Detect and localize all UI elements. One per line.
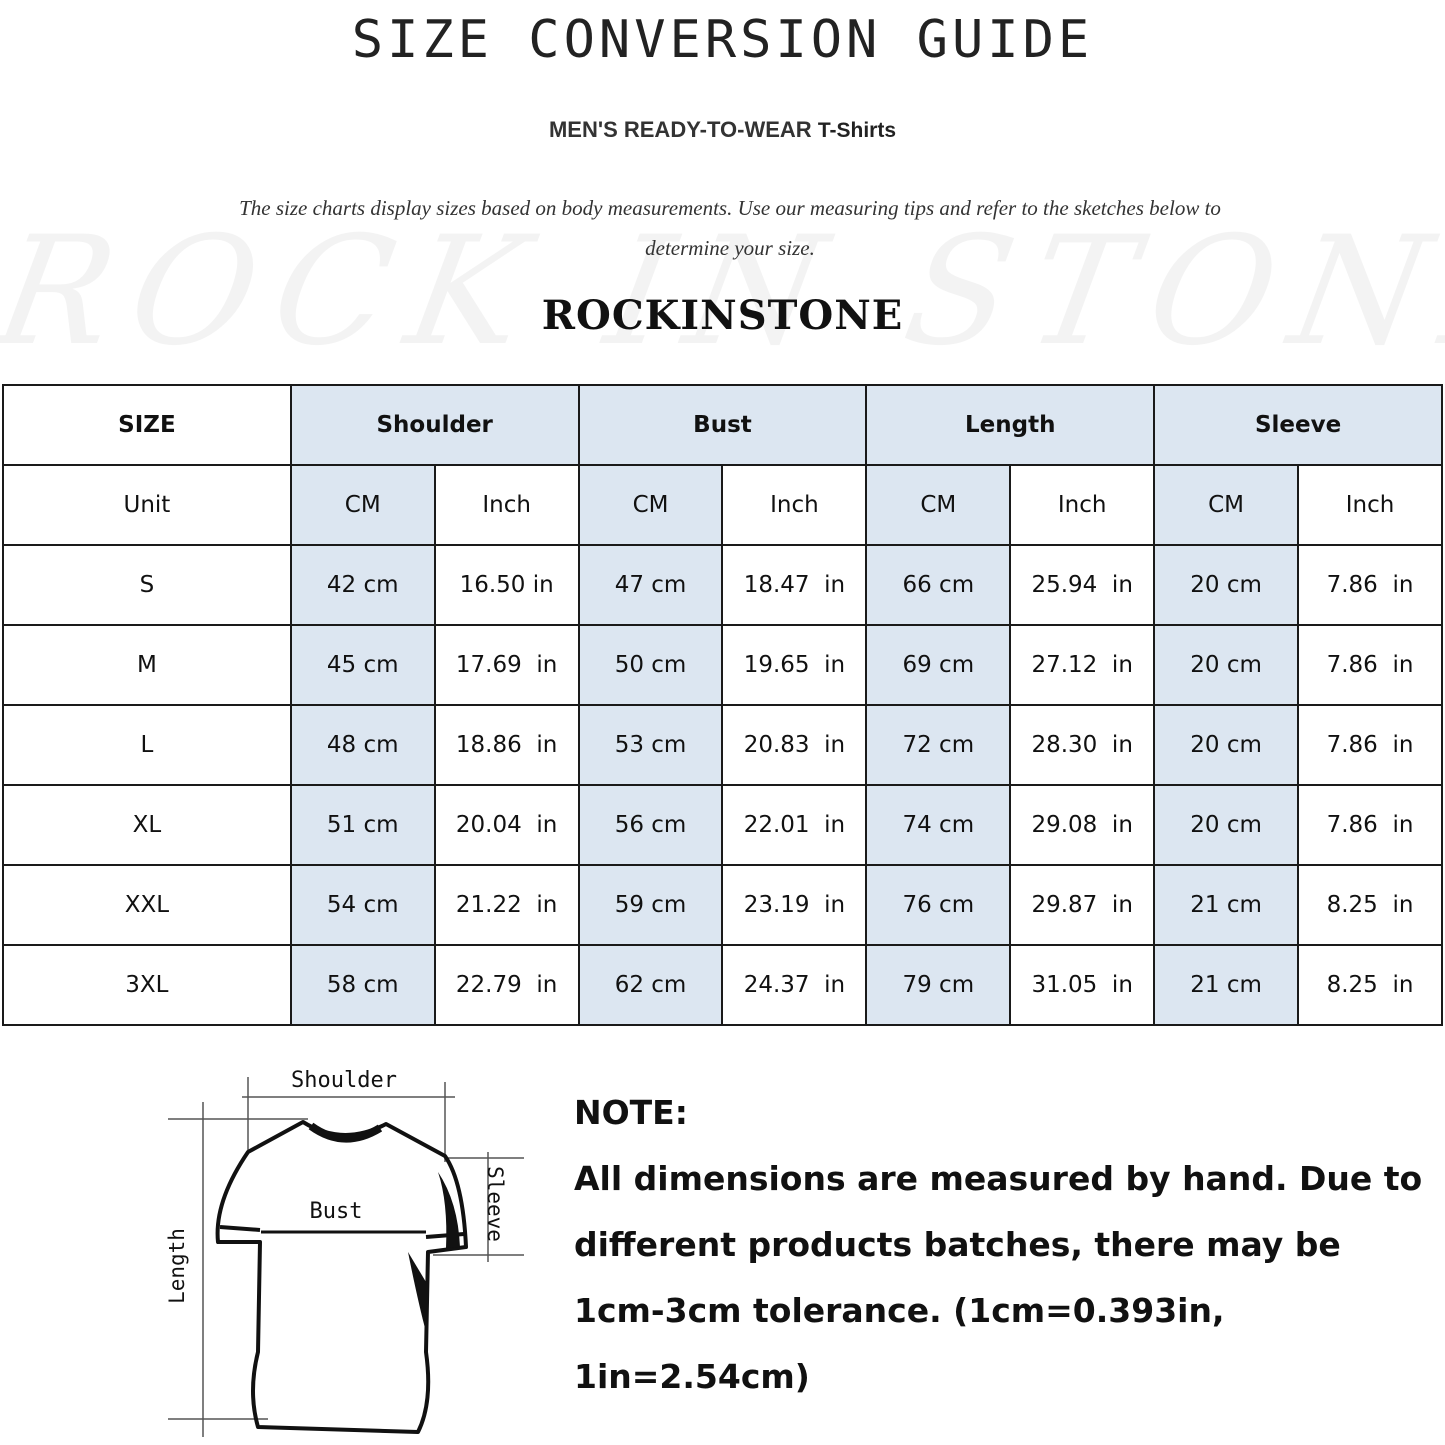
tshirt-sketch-icon: Shoulder Bust Sleeve Length (165, 1068, 524, 1437)
measurement-cell: 20.04 in (433, 784, 580, 866)
group-header-length: Length (865, 384, 1156, 466)
measurement-cell: 7.86 in (1297, 784, 1443, 866)
measurement-cell: 20 cm (1153, 704, 1300, 786)
measurement-cell: 22.79 in (433, 944, 580, 1026)
unit-cm: CM (1153, 464, 1300, 546)
measurement-cell: 53 cm (577, 704, 724, 786)
measurement-cell: 50 cm (577, 624, 724, 706)
unit-cm: CM (865, 464, 1012, 546)
table-row: L 48 cm 18.86 in 53 cm 20.83 in 72 cm 28.30 in… (2, 704, 1443, 786)
subtitle-main: MEN'S READY-TO-WEAR (548, 117, 812, 142)
measurement-cell: 58 cm (289, 944, 436, 1026)
measurement-cell: 29.08 in (1009, 784, 1156, 866)
diagram-label-length: Length (165, 1228, 189, 1304)
diagram-label-shoulder: Shoulder (291, 1068, 397, 1093)
measurement-cell: 23.19 in (721, 864, 868, 946)
measurement-cell: 20.83 in (721, 704, 868, 786)
unit-inch: Inch (721, 464, 868, 546)
measurement-cell: 54 cm (289, 864, 436, 946)
measurement-cell: 7.86 in (1297, 624, 1443, 706)
measurement-cell: 8.25 in (1297, 864, 1443, 946)
table-unit-row: Unit CM Inch CM Inch CM Inch CM Inch (2, 464, 1443, 546)
measurement-cell: 62 cm (577, 944, 724, 1026)
table-row: 3XL 58 cm 22.79 in 62 cm 24.37 in 79 cm 31.05 … (2, 944, 1443, 1026)
measurement-cell: 47 cm (577, 544, 724, 626)
page-title: SIZE CONVERSION GUIDE (351, 10, 1094, 70)
table-row: S 42 cm 16.50 in 47 cm 18.47 in 66 cm 25.94 in… (2, 544, 1443, 626)
subtitle: MEN'S READY-TO-WEAR T-Shirts (0, 117, 1445, 143)
unit-inch: Inch (1297, 464, 1443, 546)
diagram-label-sleeve: Sleeve (483, 1166, 507, 1242)
size-cell: 3XL (2, 944, 292, 1026)
measurement-cell: 20 cm (1153, 624, 1300, 706)
measurement-cell: 24.37 in (721, 944, 868, 1026)
measurement-cell: 56 cm (577, 784, 724, 866)
unit-inch: Inch (433, 464, 580, 546)
measurement-cell: 8.25 in (1297, 944, 1443, 1026)
group-header-bust: Bust (577, 384, 868, 466)
note-heading: NOTE: (574, 1093, 688, 1132)
measurement-cell: 25.94 in (1009, 544, 1156, 626)
measurement-cell: 18.86 in (433, 704, 580, 786)
measurement-cell: 74 cm (865, 784, 1012, 866)
note-text: All dimensions are measured by hand. Due… (574, 1159, 1423, 1396)
table-header-row: SIZE Shoulder Bust Length Sleeve (2, 384, 1443, 466)
measurement-cell: 28.30 in (1009, 704, 1156, 786)
group-header-shoulder: Shoulder (289, 384, 580, 466)
table-row: XXL 54 cm 21.22 in 59 cm 23.19 in 76 cm 29.87 … (2, 864, 1443, 946)
table-row: XL 51 cm 20.04 in 56 cm 22.01 in 74 cm 29.08 i… (2, 784, 1443, 866)
measurement-cell: 72 cm (865, 704, 1012, 786)
size-header: SIZE (2, 384, 292, 466)
measurement-cell: 22.01 in (721, 784, 868, 866)
diagram-label-bust: Bust (310, 1199, 363, 1224)
unit-cm: CM (577, 464, 724, 546)
measurement-cell: 21 cm (1153, 944, 1300, 1026)
measurement-cell: 7.86 in (1297, 544, 1443, 626)
measurement-cell: 7.86 in (1297, 704, 1443, 786)
unit-cm: CM (289, 464, 436, 546)
measurement-cell: 16.50 in (433, 544, 580, 626)
measurement-cell: 19.65 in (721, 624, 868, 706)
brand-name: ROCKINSTONE (541, 292, 904, 339)
tshirt-measurement-diagram: Shoulder Bust Sleeve Length (148, 1052, 545, 1440)
measurement-cell: 17.69 in (433, 624, 580, 706)
size-cell: M (2, 624, 292, 706)
measurement-cell: 69 cm (865, 624, 1012, 706)
size-table: SIZE Shoulder Bust Length Sleeve Unit CM… (2, 384, 1443, 1026)
size-cell: S (2, 544, 292, 626)
measurement-cell: 79 cm (865, 944, 1012, 1026)
measurement-cell: 20 cm (1153, 544, 1300, 626)
measurement-cell: 48 cm (289, 704, 436, 786)
unit-label: Unit (2, 464, 292, 546)
measurement-cell: 20 cm (1153, 784, 1300, 866)
size-cell: L (2, 704, 292, 786)
table-row: M 45 cm 17.69 in 50 cm 19.65 in 69 cm 27.12 in… (2, 624, 1443, 706)
measurement-cell: 66 cm (865, 544, 1012, 626)
measurement-cell: 21.22 in (433, 864, 580, 946)
size-cell: XXL (2, 864, 292, 946)
intro-text: The size charts display sizes based on b… (239, 196, 1221, 260)
measurement-cell: 21 cm (1153, 864, 1300, 946)
note: NOTE: All dimensions are measured by han… (574, 1080, 1434, 1410)
measurement-cell: 42 cm (289, 544, 436, 626)
measurement-cell: 18.47 in (721, 544, 868, 626)
subtitle-product: T-Shirts (817, 119, 897, 142)
measurement-cell: 51 cm (289, 784, 436, 866)
measurement-cell: 27.12 in (1009, 624, 1156, 706)
measurement-cell: 45 cm (289, 624, 436, 706)
measurement-cell: 59 cm (577, 864, 724, 946)
measurement-cell: 29.87 in (1009, 864, 1156, 946)
unit-inch: Inch (1009, 464, 1156, 546)
size-cell: XL (2, 784, 292, 866)
measurement-cell: 76 cm (865, 864, 1012, 946)
group-header-sleeve: Sleeve (1153, 384, 1443, 466)
measurement-cell: 31.05 in (1009, 944, 1156, 1026)
